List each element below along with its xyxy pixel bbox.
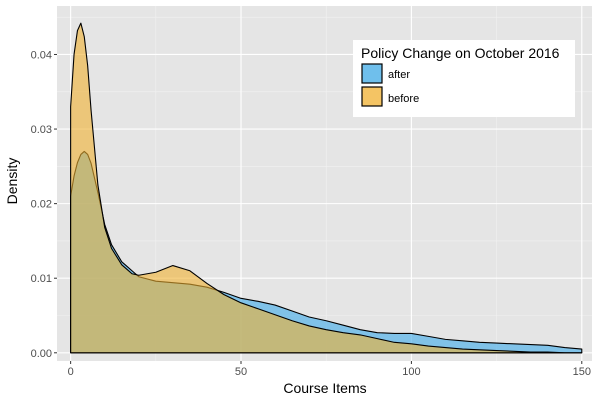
legend-title: Policy Change on October 2016 [361,45,560,61]
legend-label-before: before [388,93,419,105]
x-tick-label: 150 [573,366,591,378]
x-axis-title: Course Items [283,380,366,396]
y-tick-label: 0.00 [31,348,52,360]
x-axis: 0 50 100 150 [68,361,591,378]
density-series [70,22,583,354]
y-tick-label: 0.03 [31,124,52,136]
x-tick-label: 100 [402,366,420,378]
x-tick-label: 0 [68,366,74,378]
legend-key-after [361,63,383,84]
legend-box [353,40,575,117]
legend-label-after: after [388,69,410,81]
x-tick-label: 50 [235,366,247,378]
legend-key-before [361,86,383,107]
y-tick-label: 0.04 [31,49,52,61]
y-tick-label: 0.01 [31,273,52,285]
legend: Policy Change on October 2016 after befo… [353,40,575,117]
y-axis-title: Density [4,158,20,205]
y-axis: 0.00 0.01 0.02 0.03 0.04 [31,49,57,360]
density-area-before [70,22,583,354]
y-tick-label: 0.02 [31,199,52,211]
